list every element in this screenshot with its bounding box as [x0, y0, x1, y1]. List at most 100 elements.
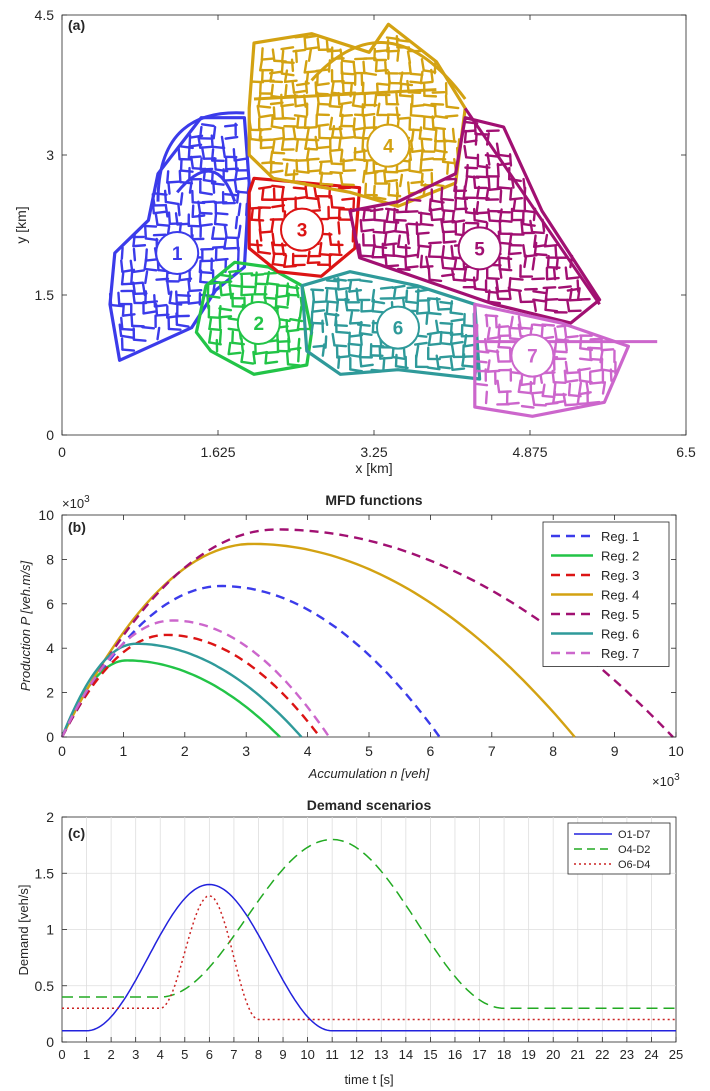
road-segment — [218, 315, 233, 319]
road-segment — [449, 357, 454, 372]
road-segment — [434, 128, 438, 143]
road-segment — [351, 92, 357, 107]
road-segment — [454, 196, 458, 211]
y-tick-label: 0 — [46, 1034, 54, 1050]
road-segment — [321, 343, 326, 357]
road-segment — [307, 169, 322, 173]
road-segment — [408, 128, 423, 132]
road-segment — [533, 252, 548, 257]
road-segment — [328, 93, 333, 108]
road-segment — [533, 241, 538, 256]
road-segment — [523, 254, 528, 269]
road-segment — [495, 325, 510, 329]
road-segment — [356, 323, 371, 327]
road-segment — [532, 234, 537, 249]
road-segment — [517, 379, 522, 393]
road-segment — [263, 296, 278, 300]
road-segment — [384, 207, 399, 212]
road-segment — [472, 175, 477, 189]
road-segment — [339, 172, 344, 186]
road-segment — [543, 233, 549, 248]
region-badge-label: 7 — [527, 347, 538, 368]
road-segment — [395, 38, 410, 43]
road-segment — [486, 326, 491, 341]
x-tick-label: 22 — [595, 1047, 609, 1062]
road-segment — [589, 381, 604, 385]
road-segment — [552, 266, 557, 281]
road-segment — [529, 219, 534, 234]
x-tick-label: 2 — [181, 743, 189, 759]
road-segment — [328, 104, 343, 109]
road-segment — [371, 288, 376, 303]
road-segment — [258, 185, 272, 190]
road-segment — [299, 296, 304, 311]
road-segment — [435, 297, 440, 311]
road-segment — [163, 189, 168, 204]
road-segment — [166, 180, 180, 184]
road-segment — [541, 394, 556, 399]
road-segment — [316, 145, 330, 150]
road-segment — [439, 321, 454, 325]
road-segment — [248, 243, 263, 247]
road-segment — [415, 231, 430, 236]
road-segment — [387, 193, 402, 198]
road-segment — [577, 381, 583, 396]
y-tick-label: 0.5 — [35, 978, 55, 994]
road-segment — [211, 226, 216, 240]
road-segment — [509, 197, 524, 201]
road-segment — [462, 129, 477, 133]
road-segment — [417, 211, 432, 216]
road-segment — [453, 178, 458, 193]
road-segment — [445, 105, 460, 110]
road-segment — [452, 278, 467, 282]
road-segment — [264, 350, 268, 365]
road-segment — [315, 82, 330, 87]
road-segment — [247, 196, 252, 210]
mfd-curve-reg-6 — [60, 642, 303, 738]
road-segment — [348, 353, 363, 359]
road-segment — [409, 114, 424, 118]
road-segment — [337, 286, 352, 291]
road-segment — [331, 206, 345, 210]
panel-b-x-axis-label: Accumulation n [veh] — [308, 766, 430, 781]
road-segment — [214, 211, 229, 216]
road-segment — [414, 288, 429, 293]
road-segment — [450, 267, 456, 281]
road-segment — [472, 207, 476, 222]
road-segment — [358, 279, 373, 283]
road-segment — [167, 181, 171, 195]
road-segment — [449, 311, 464, 316]
road-segment — [441, 209, 446, 224]
road-segment — [121, 348, 136, 352]
road-segment — [292, 48, 307, 53]
road-segment — [233, 157, 248, 162]
road-segment — [362, 169, 366, 184]
road-segment — [318, 160, 333, 164]
road-segment — [118, 323, 123, 338]
road-segment — [435, 354, 440, 369]
road-segment — [348, 342, 362, 347]
road-segment — [522, 177, 527, 192]
road-segment — [507, 255, 511, 270]
road-segment — [396, 267, 411, 271]
road-segment — [131, 269, 146, 274]
road-segment — [198, 213, 202, 228]
road-segment — [250, 273, 265, 277]
road-segment — [372, 195, 387, 201]
road-segment — [191, 204, 195, 219]
road-segment — [218, 307, 233, 312]
panel-a-x-axis-label: x [km] — [355, 460, 392, 476]
road-segment — [383, 232, 388, 247]
road-segment — [435, 319, 440, 334]
road-segment — [212, 125, 217, 140]
road-segment — [254, 351, 269, 356]
road-segment — [443, 177, 457, 181]
road-segment — [340, 183, 355, 187]
road-segment — [609, 368, 613, 382]
road-segment — [382, 229, 397, 234]
road-segment — [271, 48, 276, 62]
legend-entry-label: Reg. 7 — [601, 646, 639, 661]
road-segment — [410, 128, 415, 142]
road-segment — [589, 337, 604, 341]
road-segment — [233, 179, 238, 193]
